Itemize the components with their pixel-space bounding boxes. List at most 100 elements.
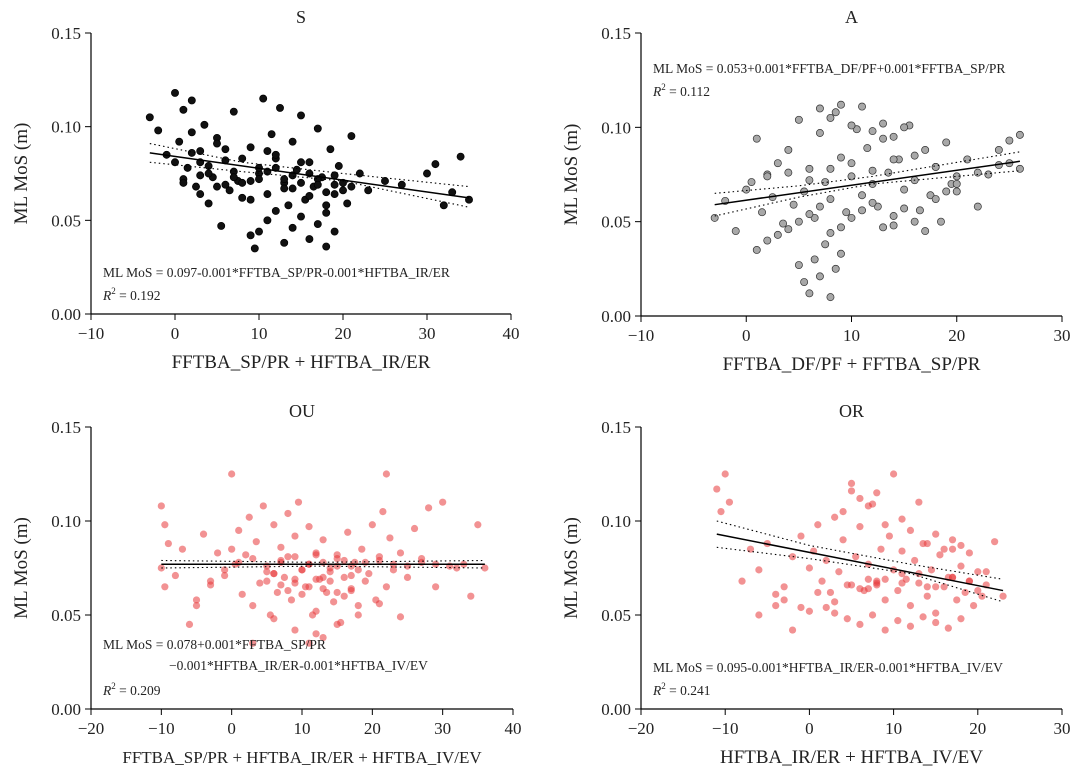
- data-point: [381, 177, 389, 185]
- data-point: [839, 508, 847, 516]
- data-point: [284, 553, 292, 561]
- data-point: [242, 551, 250, 559]
- r-squared-superscript: 2: [111, 286, 116, 296]
- data-point: [755, 566, 763, 574]
- data-point: [752, 246, 761, 254]
- data-point: [157, 502, 165, 510]
- y-tick-label: 0.05: [601, 606, 631, 625]
- data-point: [183, 163, 192, 172]
- data-point: [340, 573, 348, 582]
- data-point: [267, 130, 276, 139]
- data-point: [288, 184, 297, 193]
- data-point: [322, 242, 331, 251]
- data-point: [814, 588, 822, 597]
- y-tick-label: 0.00: [51, 305, 81, 324]
- x-tick-label: 0: [171, 324, 180, 343]
- data-point: [885, 532, 893, 540]
- data-point: [145, 113, 154, 122]
- data-point: [354, 602, 362, 610]
- data-point: [347, 182, 356, 191]
- data-point: [361, 577, 369, 585]
- data-point: [738, 577, 746, 585]
- data-point: [837, 153, 845, 162]
- data-point: [354, 566, 362, 574]
- data-point: [821, 240, 830, 249]
- data-point: [826, 293, 835, 302]
- data-point: [382, 583, 390, 591]
- y-tick-label: 0.15: [51, 24, 81, 43]
- data-point: [931, 195, 940, 203]
- data-point: [919, 613, 927, 621]
- x-tick-label: −10: [628, 326, 655, 345]
- data-point: [291, 626, 299, 634]
- data-point: [952, 179, 961, 188]
- data-point: [881, 575, 889, 583]
- data-point: [277, 543, 285, 551]
- data-point: [731, 227, 740, 236]
- chart-panel-ou: 0.00 0.05 0.10 0.15 −20 −10 0 10 20 30 40 OU FFTBA_S…: [11, 401, 522, 767]
- data-point: [297, 178, 305, 187]
- confidence-band-lower: [714, 170, 1020, 217]
- data-point: [396, 613, 405, 621]
- r-squared-value: = 0.209: [116, 683, 161, 698]
- data-point: [305, 235, 314, 244]
- data-point: [984, 170, 993, 179]
- data-point: [271, 207, 280, 215]
- data-point: [864, 575, 872, 583]
- data-point: [780, 583, 788, 591]
- data-point: [298, 566, 306, 574]
- data-point: [397, 180, 406, 189]
- data-point: [858, 206, 866, 215]
- data-point: [810, 255, 819, 264]
- data-point: [298, 590, 306, 598]
- r-squared-value: = 0.112: [666, 84, 710, 99]
- data-point: [1015, 130, 1024, 139]
- data-point: [937, 217, 945, 226]
- x-tick-label: −10: [78, 324, 105, 343]
- data-point: [906, 602, 915, 610]
- x-tick-label: 0: [805, 719, 814, 738]
- data-point: [235, 526, 243, 535]
- x-tick-label: 20: [364, 719, 381, 738]
- y-tick-label: 0.00: [601, 307, 631, 326]
- data-point: [245, 513, 253, 521]
- data-point: [889, 212, 898, 220]
- data-point: [288, 137, 297, 146]
- data-point: [957, 615, 965, 623]
- confidence-band-upper: [714, 151, 1020, 194]
- data-point: [347, 132, 356, 140]
- y-axis-label: ML MoS (m): [11, 123, 32, 225]
- x-axis-label: HFTBA_IR/ER + HFTBA_IV/EV: [720, 747, 983, 768]
- x-tick-label: 30: [434, 719, 451, 738]
- data-point: [911, 556, 919, 565]
- data-point: [312, 607, 320, 615]
- data-point: [229, 173, 238, 182]
- data-point: [915, 206, 924, 215]
- data-point: [365, 570, 373, 578]
- data-point: [423, 169, 431, 178]
- data-point: [171, 88, 179, 97]
- data-point: [305, 158, 314, 167]
- data-point: [898, 547, 906, 555]
- data-point: [940, 583, 948, 591]
- data-point: [894, 617, 902, 625]
- data-point: [255, 227, 263, 236]
- data-point: [326, 577, 334, 585]
- data-point: [284, 586, 292, 595]
- data-point: [868, 198, 877, 207]
- data-point: [280, 238, 289, 247]
- x-axis-label: FFTBA_SP/PR + HFTBA_IR/ER: [172, 352, 431, 373]
- data-point: [280, 184, 289, 193]
- chart-panel-a: 0.00 0.05 0.10 0.15 −10 0 10 20 30 A FFTBA_DF/PF +…: [561, 7, 1071, 375]
- data-point: [439, 498, 447, 506]
- data-point: [196, 147, 205, 155]
- data-point: [344, 528, 352, 536]
- data-point: [772, 602, 780, 610]
- data-point: [788, 626, 797, 634]
- data-point: [879, 134, 888, 143]
- x-tick-label: −20: [78, 719, 105, 738]
- data-point: [312, 630, 320, 638]
- data-point: [881, 626, 889, 634]
- data-point: [847, 121, 856, 130]
